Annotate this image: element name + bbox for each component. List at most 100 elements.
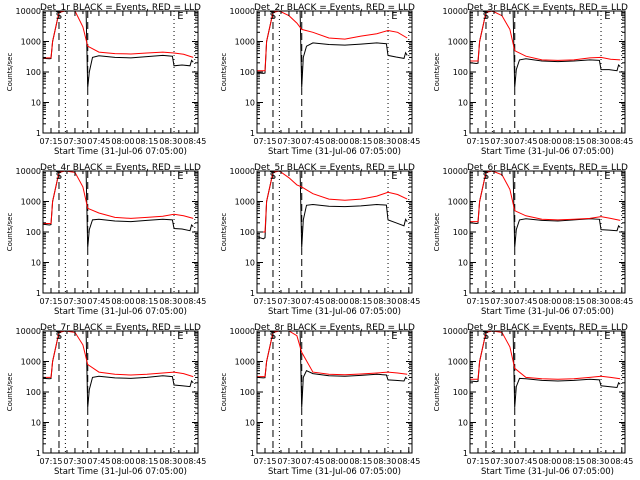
x-tick-label: 08:15 [349,457,372,466]
x-tick-label: 07:15 [39,457,62,466]
x-axis-label: Start Time (31-Jul-06 07:05:00) [481,147,614,157]
x-tick-label: 07:30 [277,297,300,306]
x-tick-label: 07:15 [39,137,62,146]
marker-label-s: S [270,11,276,22]
events-series-line [470,331,621,408]
marker-label-s: S [483,331,489,342]
y-tick-label: 1000 [235,198,255,207]
x-tick-label: 08:00 [538,297,561,306]
y-tick-label: 1 [36,129,41,138]
y-tick-label: 1000 [21,38,41,47]
chart-title: Det_7r BLACK = Events, RED = LLD [40,323,201,333]
series-group [257,171,408,248]
y-axis-label: Counts/sec [6,53,14,92]
x-tick-label: 07:15 [466,137,489,146]
x-tick-label: 07:45 [301,457,324,466]
x-tick-label: 07:45 [514,297,537,306]
events-series-line [43,11,194,88]
events-series-line [43,331,194,408]
x-tick-label: 07:15 [253,457,276,466]
x-axis-label: Start Time (31-Jul-06 07:05:00) [481,307,614,317]
x-tick-label: 07:15 [253,137,276,146]
x-tick-label: 08:30 [373,297,396,306]
x-axis-label: Start Time (31-Jul-06 07:05:00) [481,467,614,477]
y-tick-label: 10 [31,419,41,428]
plot-frame [42,10,199,134]
x-tick-label: 07:30 [63,137,86,146]
x-tick-label: 07:30 [277,457,300,466]
x-tick-label: 07:45 [87,297,110,306]
x-tick-label: 08:45 [610,137,633,146]
lld-series-line [257,171,408,233]
y-tick-label: 1 [36,289,41,298]
plot-frame [42,330,199,454]
events-series-line [43,171,194,248]
marker-label-e: E [391,331,397,342]
y-tick-label: 1000 [448,198,468,207]
x-tick-label: 08:30 [159,297,182,306]
x-axis-label: Start Time (31-Jul-06 07:05:00) [54,147,187,157]
x-tick-label: 07:30 [490,137,513,146]
y-tick-label: 10000 [230,7,255,16]
y-tick-label: 10000 [16,167,41,176]
y-tick-label: 10 [31,99,41,108]
y-axis-label: Counts/sec [433,53,441,92]
y-tick-label: 1 [463,289,468,298]
marker-label-e: E [177,171,183,182]
chart-title: Det_8r BLACK = Events, RED = LLD [254,323,415,333]
y-tick-label: 10 [245,259,255,268]
y-tick-label: 1 [250,449,255,458]
lld-series-line [470,11,621,62]
y-tick-label: 100 [26,228,41,237]
x-tick-label: 07:45 [301,297,324,306]
y-tick-label: 10000 [230,327,255,336]
series-group [470,171,621,248]
plot-frame [256,170,413,294]
x-tick-label: 08:15 [135,137,158,146]
x-tick-label: 08:45 [183,297,206,306]
y-axis-label: Counts/sec [220,53,228,92]
series-group [470,331,621,408]
chart-title: Det_2r BLACK = Events, RED = LLD [254,3,415,13]
x-tick-label: 07:15 [39,297,62,306]
series-group [257,11,408,88]
y-tick-label: 10 [458,99,468,108]
lld-series-line [43,11,194,59]
x-tick-label: 07:30 [490,297,513,306]
x-axis-label: Start Time (31-Jul-06 07:05:00) [54,307,187,317]
y-axis-label: Counts/sec [6,213,14,252]
y-tick-label: 10000 [443,327,468,336]
x-tick-label: 08:30 [159,137,182,146]
x-tick-label: 07:30 [490,457,513,466]
x-axis-label: Start Time (31-Jul-06 07:05:00) [268,467,401,477]
y-tick-label: 10000 [443,7,468,16]
chart-title: Det_1r BLACK = Events, RED = LLD [40,3,201,13]
x-tick-label: 08:00 [538,137,561,146]
events-series-line [470,11,621,88]
plot-frame [256,10,413,134]
y-tick-label: 100 [26,68,41,77]
y-tick-label: 1000 [448,358,468,367]
marker-label-e: E [604,331,610,342]
x-tick-label: 08:45 [610,457,633,466]
x-tick-label: 07:45 [301,137,324,146]
lld-series-line [43,171,194,224]
plot-frame [469,330,626,454]
y-tick-label: 1000 [235,38,255,47]
x-tick-label: 08:45 [183,457,206,466]
y-tick-label: 100 [453,68,468,77]
series-group [257,331,408,408]
y-tick-label: 1 [463,449,468,458]
y-axis-label: Counts/sec [220,373,228,412]
x-tick-label: 08:00 [325,137,348,146]
plot-frame [469,170,626,294]
marker-label-e: E [391,11,397,22]
y-tick-label: 100 [240,228,255,237]
x-tick-label: 08:15 [562,457,585,466]
x-tick-label: 08:30 [586,457,609,466]
y-tick-label: 10 [458,419,468,428]
marker-label-e: E [604,171,610,182]
x-axis-label: Start Time (31-Jul-06 07:05:00) [268,307,401,317]
